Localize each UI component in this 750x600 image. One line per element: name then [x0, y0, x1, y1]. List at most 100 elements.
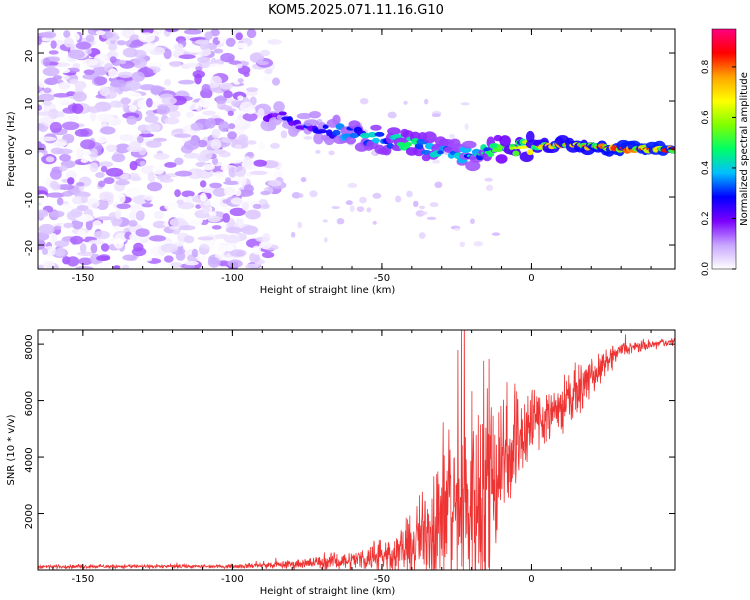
noise-cell: [300, 176, 307, 183]
noise-cell: [183, 62, 200, 68]
spectrogram-xtick-label: -100: [221, 273, 244, 284]
noise-cell: [249, 52, 265, 63]
noise-cell: [144, 194, 154, 201]
noise-cell: [426, 216, 437, 220]
noise-cell: [227, 131, 237, 140]
noise-cell: [140, 130, 151, 135]
spectrogram-ytick-label: 0: [24, 149, 35, 155]
noise-cell: [139, 160, 146, 167]
noise-cell: [372, 192, 382, 199]
signal-cell: [404, 141, 413, 147]
spectrogram-ylabel: Frequency (Hz): [6, 111, 17, 187]
noise-cell: [139, 84, 157, 91]
snr-ytick-label: 4000: [24, 447, 35, 472]
noise-cell: [48, 108, 59, 120]
noise-cell: [82, 58, 99, 67]
noise-cell: [85, 34, 95, 43]
noise-cell: [61, 121, 80, 131]
colorbar-label: Normalized spectral amplitude: [739, 72, 750, 226]
noise-cell: [454, 227, 461, 231]
noise-cell: [173, 43, 184, 51]
noise-cell: [72, 91, 87, 102]
noise-cell: [94, 76, 108, 86]
noise-cell: [99, 86, 110, 97]
noise-cell: [176, 199, 184, 205]
noise-cell: [67, 177, 75, 185]
noise-cell: [218, 121, 230, 132]
noise-cell: [183, 29, 202, 35]
noise-cell: [366, 207, 372, 213]
signal-halo: [317, 122, 327, 132]
noise-cell: [38, 111, 53, 116]
noise-cell: [164, 201, 178, 211]
noise-cell: [161, 96, 177, 105]
noise-cell: [169, 110, 181, 118]
noise-cell: [126, 115, 138, 125]
signal-halo: [422, 131, 437, 144]
noise-cell: [149, 235, 167, 242]
noise-cell: [237, 134, 249, 144]
noise-cell: [227, 110, 234, 116]
snr-xlabel: Height of straight line (km): [260, 586, 396, 597]
noise-cell: [209, 211, 217, 217]
spectrogram-ytick-label: -10: [24, 192, 35, 208]
noise-cell: [105, 144, 118, 152]
noise-cell: [223, 186, 236, 196]
noise-cell: [212, 187, 227, 197]
noise-cell: [75, 41, 92, 50]
noise-cell: [147, 171, 156, 183]
noise-cell: [211, 128, 221, 139]
noise-cell: [59, 68, 71, 74]
noise-cell: [418, 205, 426, 210]
noise-cell: [38, 123, 46, 130]
noise-cell: [103, 177, 115, 185]
noise-cell: [63, 30, 71, 38]
noise-cell: [197, 236, 214, 241]
noise-cell: [116, 203, 131, 210]
noise-cell: [387, 111, 397, 119]
noise-cell: [67, 49, 85, 59]
noise-cell: [80, 158, 89, 163]
noise-cell: [229, 249, 247, 257]
colorbar-gradient: [711, 28, 737, 270]
noise-cell: [136, 135, 144, 144]
noise-cell: [231, 100, 240, 108]
noise-cell: [260, 190, 271, 196]
noise-cell: [120, 97, 132, 105]
noise-cell: [169, 61, 182, 68]
noise-cell: [303, 135, 313, 140]
noise-cell: [208, 175, 220, 185]
noise-cell: [227, 159, 242, 164]
noise-cell: [44, 77, 59, 86]
noise-cell: [54, 248, 66, 257]
noise-cell: [217, 243, 226, 251]
noise-cell: [56, 148, 73, 155]
noise-cell: [70, 208, 83, 218]
noise-cell: [190, 122, 204, 131]
noise-cell: [93, 230, 111, 240]
noise-cell: [219, 265, 229, 269]
colorbar-tick-label: 0.0: [701, 262, 711, 277]
signal-cell: [367, 131, 377, 138]
noise-cell: [117, 40, 127, 46]
noise-cell: [71, 103, 84, 114]
noise-cell: [119, 134, 134, 141]
noise-cell: [99, 161, 114, 168]
noise-cell: [146, 181, 163, 192]
noise-cell: [201, 83, 211, 93]
noise-cell: [262, 232, 271, 243]
snr-xtick-label: -100: [221, 574, 244, 585]
noise-cell: [105, 167, 124, 177]
noise-cell: [79, 243, 87, 254]
noise-cell: [54, 240, 70, 248]
noise-cell: [74, 128, 90, 137]
noise-cell: [144, 257, 153, 262]
noise-cell: [165, 29, 179, 33]
noise-cell: [138, 133, 154, 138]
noise-cell: [62, 75, 70, 80]
spectrogram-cells: [38, 29, 675, 269]
noise-cell: [228, 123, 236, 130]
noise-cell: [298, 193, 304, 198]
noise-cell: [224, 244, 235, 252]
noise-cell: [420, 211, 428, 216]
